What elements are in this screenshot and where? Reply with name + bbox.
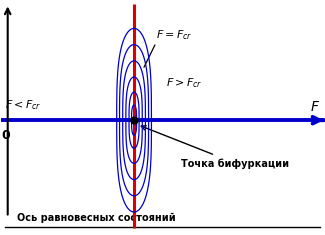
Text: $F>F_{cr}$: $F>F_{cr}$ — [166, 76, 202, 90]
Text: Точка бифуркации: Точка бифуркации — [141, 126, 290, 168]
Text: $F < F_{cr}$: $F < F_{cr}$ — [5, 98, 41, 112]
Text: $F$: $F$ — [310, 100, 320, 114]
Text: Ось равновесных состояний: Ось равновесных состояний — [17, 213, 176, 223]
Text: $F = F_{cr}$: $F = F_{cr}$ — [156, 29, 192, 43]
Text: 0: 0 — [1, 129, 10, 142]
